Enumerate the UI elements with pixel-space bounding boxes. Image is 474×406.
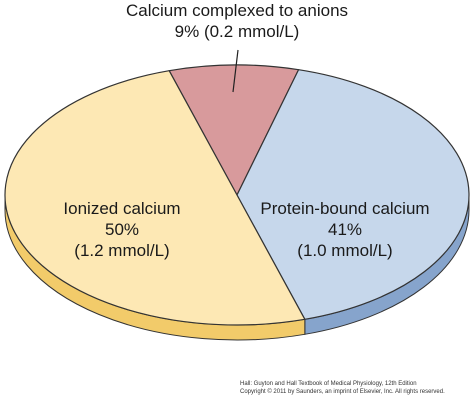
footer-line: Copyright © 2011 by Saunders, an imprint…: [240, 389, 445, 395]
value-label: 50%: [104, 220, 140, 239]
concentration-label: (1.0 mmol/L): [297, 241, 393, 260]
slice: [236, 69, 470, 320]
category-label: Protein-bound calcium: [260, 199, 430, 218]
concentration-label: (1.2 mmol/L): [74, 241, 170, 260]
footer-line: Hall: Guyton and Hall Textbook of Medica…: [240, 381, 417, 387]
slice-label: Ionized calcium 50% (1.2 mmol/L): [22, 198, 222, 261]
leader-line: [232, 49, 239, 93]
slice: [4, 70, 306, 326]
slice-label: Calcium complexed to anions 9% (0.2 mmol…: [119, 0, 355, 42]
concentration-label: (0.2 mmol/L): [203, 22, 300, 41]
slice: [168, 64, 300, 196]
slice-label: Protein-bound calcium 41% (1.0 mmol/L): [235, 198, 455, 261]
category-label: Ionized calcium: [63, 199, 181, 218]
pie-tops: [4, 64, 470, 326]
category-label: Calcium complexed to anions: [125, 1, 349, 20]
value-label: 9%: [174, 22, 200, 41]
value-label: 41%: [327, 220, 363, 239]
